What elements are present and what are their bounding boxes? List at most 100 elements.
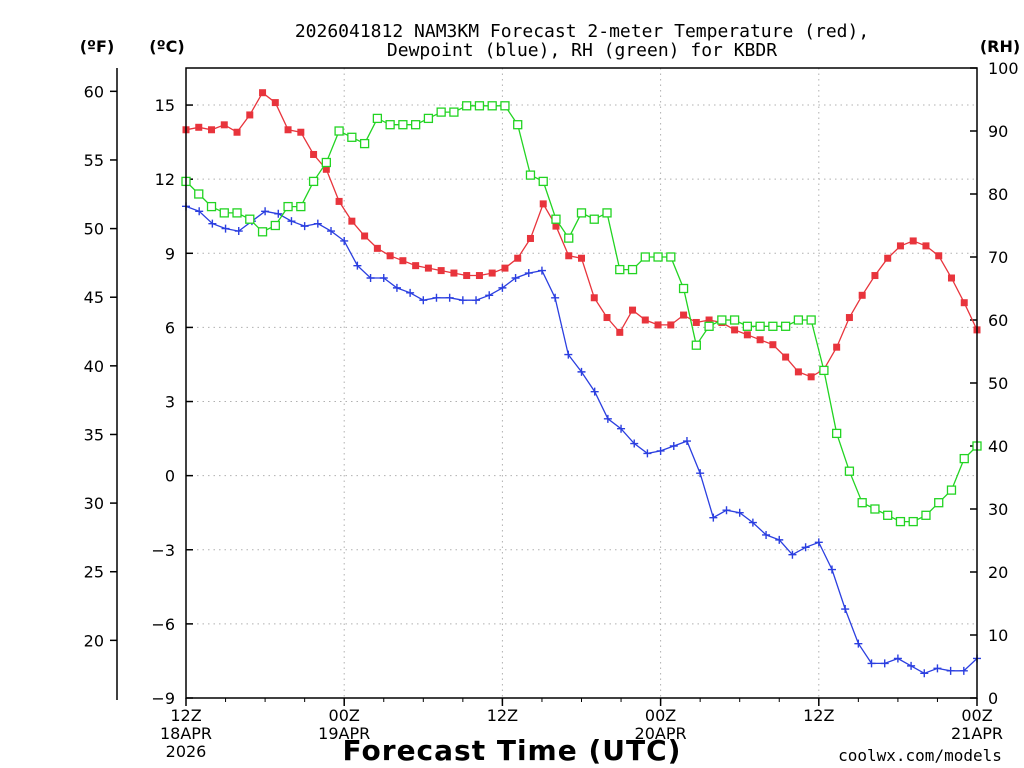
2-meter-temperature-point (246, 111, 254, 119)
rh-point (385, 120, 395, 130)
rh-point (398, 120, 408, 130)
celsius-tick-label: −9 (151, 689, 175, 708)
rh-tick-label: 60 (988, 311, 1008, 330)
celsius-tick-label: 15 (155, 96, 175, 115)
2-meter-temperature-point (896, 242, 904, 250)
2-meter-temperature-point (629, 306, 637, 314)
dewpoint-point (195, 207, 204, 216)
dewpoint-point (353, 261, 362, 270)
rh-point (589, 214, 599, 224)
celsius-tick-label: −3 (151, 541, 175, 560)
rh-point (934, 498, 944, 508)
time-tick-label: 00Z (645, 706, 676, 725)
dewpoint-point (208, 219, 217, 228)
rh-point (576, 208, 587, 218)
fahrenheit-tick-label: 45 (84, 288, 104, 307)
2-meter-temperature-point (654, 321, 662, 329)
time-tick-label: 2026 (166, 742, 207, 761)
2-meter-temperature-point (871, 272, 879, 280)
rh-point (564, 233, 574, 243)
rh-point (666, 252, 676, 262)
rh-point (270, 220, 280, 231)
dewpoint-point (406, 288, 415, 297)
rh-tick-label: 0 (988, 689, 998, 708)
2-meter-temperature-point (233, 128, 241, 136)
2-meter-temperature-point (807, 373, 815, 381)
rh-tick-label: 90 (988, 122, 1008, 141)
2-meter-temperature-point (322, 165, 330, 173)
time-tick-label: 20APR (635, 724, 687, 743)
dewpoint-point (959, 666, 968, 675)
rh-point (474, 101, 485, 111)
rh-tick-label: 10 (988, 626, 1008, 645)
2-meter-temperature-point (565, 252, 573, 260)
fahrenheit-tick-label: 25 (84, 563, 104, 582)
celsius-tick-label: 9 (165, 244, 175, 263)
rh-point (296, 201, 306, 212)
2-meter-temperature-point (641, 316, 649, 324)
2-meter-temperature-point (208, 126, 216, 134)
2-meter-temperature-point (692, 318, 700, 326)
2-meter-temperature-point (361, 232, 369, 240)
source-credit: coolwx.com/models (838, 746, 1002, 765)
rh-point (857, 498, 867, 508)
dewpoint-point (709, 513, 718, 522)
fahrenheit-tick-label: 30 (84, 494, 104, 513)
rh-point (334, 126, 344, 136)
dewpoint-point (379, 274, 388, 282)
fahrenheit-tick-label: 20 (84, 631, 104, 650)
rh-point (615, 264, 625, 275)
2-meter-temperature-point (373, 244, 381, 252)
dewpoint-point (669, 442, 678, 450)
rh-point (551, 214, 561, 224)
series-layer (181, 89, 982, 678)
2-meter-temperature-point (833, 343, 841, 351)
celsius-tick-label: 0 (165, 467, 175, 486)
rh-point (959, 453, 969, 464)
rh-point (627, 264, 638, 275)
rh-point (819, 365, 829, 376)
2-meter-temperature-point (552, 222, 560, 230)
rh-point (525, 170, 536, 180)
rh-point (729, 315, 740, 325)
rh-tick-label: 80 (988, 185, 1008, 204)
dewpoint-point (775, 535, 784, 544)
rh-point (742, 321, 753, 331)
rh-point (462, 101, 472, 111)
x-axis-title: Forecast Time (UTC) (343, 734, 682, 767)
2-meter-temperature-point (909, 237, 917, 245)
dewpoint-point (551, 293, 560, 302)
rh-point (487, 101, 497, 111)
dewpoint-point (261, 207, 270, 216)
dewpoint-point (722, 506, 731, 515)
chart-title-line1: 2026041812 NAM3KM Forecast 2-meter Tempe… (295, 21, 869, 42)
2-meter-temperature-point (399, 257, 407, 265)
celsius-tick-label: 3 (165, 393, 175, 412)
dewpoint-point (432, 293, 441, 302)
2-meter-temperature-point (475, 272, 483, 280)
dewpoint-point (366, 274, 375, 282)
rh-point (500, 101, 510, 111)
2-meter-temperature-point (756, 336, 764, 344)
time-tick-label: 19APR (318, 724, 370, 743)
rh-point (704, 321, 714, 331)
rh-point (410, 120, 421, 130)
2-meter-temperature-line (185, 91, 978, 378)
2-meter-temperature-point (578, 254, 585, 262)
rh-point (436, 107, 446, 117)
2-meter-temperature-point (220, 121, 228, 129)
rh-point (946, 485, 957, 495)
2-meter-temperature-point (705, 316, 713, 324)
dewpoint-point (537, 266, 546, 275)
rh-point (870, 504, 880, 514)
rh-point (321, 157, 331, 168)
rh-point (806, 315, 816, 325)
dewpoint-point (867, 659, 876, 668)
2-meter-temperature-point (794, 368, 802, 376)
chart-title-line2: Dewpoint (blue), RH (green) for KBDR (387, 40, 777, 61)
time-tick-label: 21APR (951, 724, 1003, 743)
2-meter-temperature-point (501, 264, 509, 272)
dewpoint-point (313, 219, 322, 228)
rh-point (423, 113, 434, 124)
